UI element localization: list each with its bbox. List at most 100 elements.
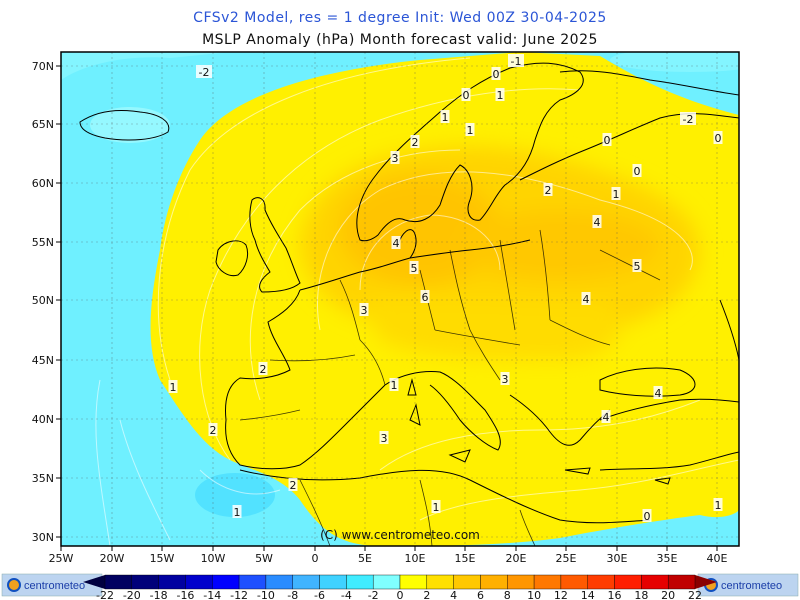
colorbar-cell	[426, 574, 454, 590]
colorbar-cell	[507, 574, 535, 590]
colorbar-cell	[185, 574, 213, 590]
chart-subtitle: MSLP Anomaly (hPa) Month forecast valid:…	[202, 32, 598, 48]
colorbar-label: 8	[504, 589, 511, 600]
lon-label: 20W	[100, 552, 125, 565]
lat-label: 55N	[32, 236, 54, 249]
contour-label: 3	[381, 432, 388, 445]
colorbar: centrometeo centrometeo -22 -20 -18 -16 -14-…	[0, 573, 800, 600]
lon-label: 25E	[556, 552, 577, 565]
lon-label: 30E	[607, 552, 628, 565]
colorbar-cell	[641, 574, 669, 590]
colorbar-label: -22	[96, 589, 114, 600]
colorbar-label: -12	[230, 589, 248, 600]
lon-label: 15E	[455, 552, 476, 565]
colorbar-label: -4	[341, 589, 352, 600]
logo-right: centrometeo	[721, 580, 782, 592]
colorbar-arrow-left	[83, 575, 105, 589]
chart-title: CFSv2 Model, res = 1 degree Init: Wed 00…	[193, 10, 607, 26]
lat-label: 40N	[32, 413, 54, 426]
country-borders	[239, 229, 661, 546]
colorbar-label: -2	[368, 589, 379, 600]
lat-label: 35N	[32, 472, 54, 485]
colorbar-cell	[104, 574, 133, 590]
colorbar-cell	[158, 574, 186, 590]
contour-label: 2	[260, 363, 267, 376]
colorbar-cell	[560, 574, 588, 590]
contour-label: 1	[433, 501, 440, 514]
lon-label: 40E	[707, 552, 728, 565]
colorbar-arrow-right	[695, 575, 717, 589]
colorbar-cell	[319, 574, 347, 590]
contour-label: 3	[502, 373, 509, 386]
logo-left-icon	[7, 578, 21, 592]
colorbar-label: -6	[314, 589, 325, 600]
colorbar-label: 18	[634, 589, 648, 600]
contour-label: 4	[603, 411, 610, 424]
contour-label: 0	[604, 134, 611, 147]
contour-label: 1	[391, 379, 398, 392]
contour-label: 4	[393, 237, 400, 250]
colorbar-cell	[372, 574, 401, 590]
contour-label: -2	[199, 66, 210, 79]
contour-label: 1	[613, 188, 620, 201]
colorbar-label: 6	[477, 589, 484, 600]
colorbar-label: 22	[688, 589, 702, 600]
colorbar-label: -18	[150, 589, 168, 600]
contour-label: 3	[392, 152, 399, 165]
colorbar-cell	[587, 574, 615, 590]
colorbar-cell	[131, 574, 159, 590]
colorbar-label: 0	[397, 589, 404, 600]
colorbar-cell	[453, 574, 481, 590]
lon-label: 25W	[49, 552, 74, 565]
lon-label: 5W	[255, 552, 273, 565]
lat-label: 70N	[32, 60, 54, 73]
lat-label: 45N	[32, 354, 54, 367]
colorbar-label: 14	[581, 589, 595, 600]
contour-label: 2	[412, 136, 419, 149]
colorbar-cell	[292, 574, 320, 590]
contour-label: 4	[583, 293, 590, 306]
colorbar-cell	[533, 574, 562, 590]
colorbar-cell	[399, 574, 428, 590]
contour-label: 3	[361, 304, 368, 317]
logo-left: centrometeo	[24, 580, 85, 592]
map-area: (C) www.centrometeo.com	[61, 52, 739, 546]
colorbar-cell	[346, 574, 374, 590]
contour-label: 1	[234, 506, 241, 519]
lon-label: 20E	[506, 552, 527, 565]
lat-label: 60N	[32, 177, 54, 190]
contour-label: 0	[634, 165, 641, 178]
contour-label: 2	[290, 479, 297, 492]
grid-lines	[61, 52, 739, 546]
copyright-text: (C) www.centrometeo.com	[320, 528, 480, 542]
lon-label: 10W	[201, 552, 226, 565]
contour-label: 2	[210, 424, 217, 437]
colorbar-label: -14	[203, 589, 221, 600]
colorbar-label: 12	[554, 589, 568, 600]
colorbar-label: 4	[450, 589, 457, 600]
contour-label: -1	[511, 55, 522, 68]
contour-label: 1	[442, 111, 449, 124]
colorbar-label: 20	[661, 589, 675, 600]
lon-label: 0	[312, 552, 319, 565]
contour-label: 0	[715, 132, 722, 145]
contour-label: 4	[655, 387, 662, 400]
latitude-labels: 70N 65N 60N 55N 50N 45N 40N 35N 30N	[32, 60, 61, 544]
colorbar-label: 10	[527, 589, 541, 600]
lon-label: 5E	[358, 552, 372, 565]
contour-label: 1	[497, 89, 504, 102]
contour-label: 2	[545, 184, 552, 197]
contour-label: 5	[411, 262, 418, 275]
colorbar-label: -20	[123, 589, 141, 600]
colorbar-label: 16	[608, 589, 622, 600]
lat-label: 65N	[32, 118, 54, 131]
colorbar-cell	[265, 574, 293, 590]
colorbar-cell	[614, 574, 642, 590]
longitude-labels: 25W 20W 15W 10W 5W 0 5E 10E 15E 20E 25E 30E 35E 40E	[49, 546, 728, 565]
colorbar-cell	[480, 574, 508, 590]
colorbar-cell	[238, 574, 267, 590]
colorbar-label: -8	[287, 589, 298, 600]
lat-label: 50N	[32, 294, 54, 307]
